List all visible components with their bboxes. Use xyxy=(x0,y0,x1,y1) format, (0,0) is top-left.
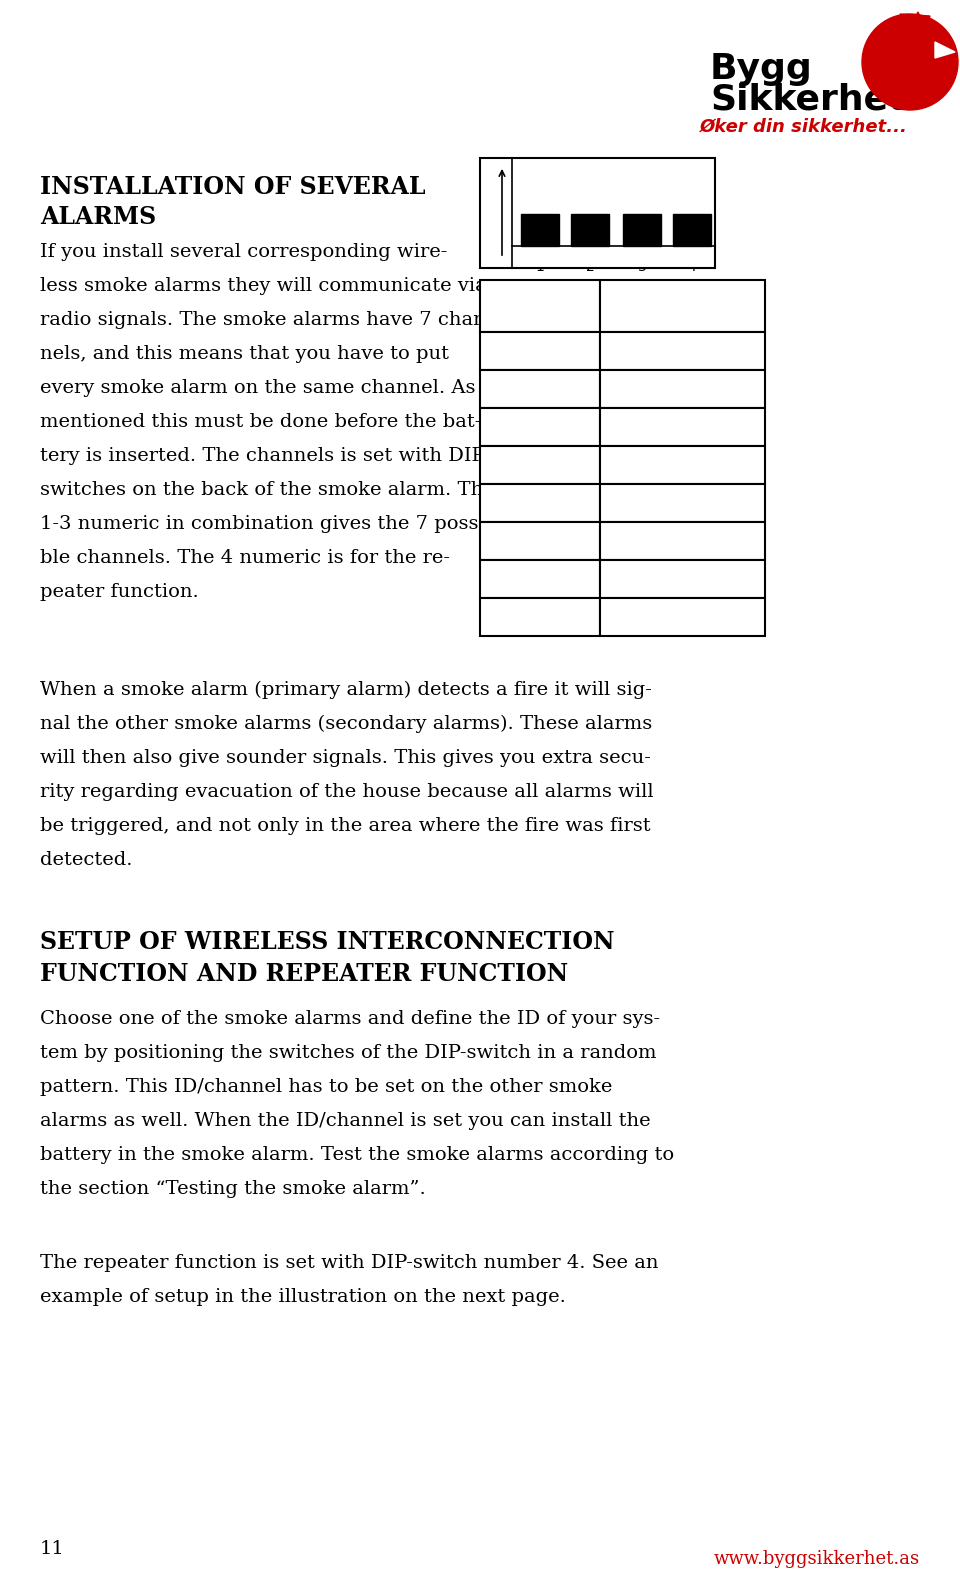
Text: 3: 3 xyxy=(677,456,688,474)
Text: 1: 1 xyxy=(536,260,544,274)
Text: INSTALLATION OF SEVERAL: INSTALLATION OF SEVERAL xyxy=(40,175,425,199)
Polygon shape xyxy=(935,41,955,57)
Text: 4: 4 xyxy=(687,260,696,274)
Text: 100: 100 xyxy=(524,494,556,512)
Text: be triggered, and not only in the area where the fire was first: be triggered, and not only in the area w… xyxy=(40,817,651,836)
Text: 110: 110 xyxy=(524,569,556,589)
Text: Øker din sikkerhet...: Øker din sikkerhet... xyxy=(700,118,908,136)
Bar xyxy=(480,408,600,447)
Bar xyxy=(480,332,600,370)
Text: the section “Testing the smoke alarm”.: the section “Testing the smoke alarm”. xyxy=(40,1180,425,1198)
Text: alarms as well. When the ID/channel is set you can install the: alarms as well. When the ID/channel is s… xyxy=(40,1112,651,1129)
Text: tem by positioning the switches of the DIP-switch in a random: tem by positioning the switches of the D… xyxy=(40,1045,657,1062)
Text: 1-3 numeric in combination gives the 7 possi-: 1-3 numeric in combination gives the 7 p… xyxy=(40,515,492,533)
Bar xyxy=(480,370,600,408)
Bar xyxy=(600,408,765,447)
Bar xyxy=(480,598,600,636)
Text: peater function.: peater function. xyxy=(40,584,199,601)
Bar xyxy=(600,281,765,332)
Text: detected.: detected. xyxy=(40,852,132,869)
Bar xyxy=(600,332,765,370)
Text: 101: 101 xyxy=(524,533,556,550)
Bar xyxy=(480,447,600,483)
Text: If you install several corresponding wire-: If you install several corresponding wir… xyxy=(40,242,447,262)
Text: 1: 1 xyxy=(490,167,498,182)
Text: Choose one of the smoke alarms and define the ID of your sys-: Choose one of the smoke alarms and defin… xyxy=(40,1010,660,1029)
Text: 4: 4 xyxy=(677,494,688,512)
Text: every smoke alarm on the same channel. As: every smoke alarm on the same channel. A… xyxy=(40,380,475,397)
Polygon shape xyxy=(900,13,930,29)
Bar xyxy=(600,370,765,408)
Text: battery in the smoke alarm. Test the smoke alarms according to: battery in the smoke alarm. Test the smo… xyxy=(40,1145,674,1164)
Text: will then also give sounder signals. This gives you extra secu-: will then also give sounder signals. Thi… xyxy=(40,750,651,767)
Text: 010: 010 xyxy=(524,418,556,435)
Text: 111: 111 xyxy=(524,608,556,625)
Circle shape xyxy=(862,14,958,110)
Text: 001: 001 xyxy=(524,380,556,399)
Bar xyxy=(623,214,661,246)
Text: 3: 3 xyxy=(637,260,646,274)
Text: nels, and this means that you have to put: nels, and this means that you have to pu… xyxy=(40,345,449,364)
Text: 11: 11 xyxy=(40,1541,64,1558)
Bar xyxy=(571,214,609,246)
Text: Common: Common xyxy=(642,341,723,360)
Text: tery is inserted. The channels is set with DIP: tery is inserted. The channels is set wi… xyxy=(40,447,485,466)
Bar xyxy=(673,214,711,246)
Bar xyxy=(600,447,765,483)
Text: pattern. This ID/channel has to be set on the other smoke: pattern. This ID/channel has to be set o… xyxy=(40,1078,612,1096)
Text: Bygg: Bygg xyxy=(710,53,813,86)
Text: 1~3: 1~3 xyxy=(521,297,559,314)
Bar xyxy=(480,560,600,598)
Text: ID/
Channel: ID/ Channel xyxy=(645,286,719,325)
Text: When a smoke alarm (primary alarm) detects a fire it will sig-: When a smoke alarm (primary alarm) detec… xyxy=(40,681,652,699)
Text: 011: 011 xyxy=(524,456,556,474)
Bar xyxy=(480,281,600,332)
Text: ON: ON xyxy=(535,171,559,185)
Bar xyxy=(600,522,765,560)
Bar xyxy=(600,598,765,636)
Text: SETUP OF WIRELESS INTERCONNECTION: SETUP OF WIRELESS INTERCONNECTION xyxy=(40,930,614,954)
Text: less smoke alarms they will communicate via: less smoke alarms they will communicate … xyxy=(40,278,487,295)
Text: 000: 000 xyxy=(524,341,556,360)
Text: 5: 5 xyxy=(677,533,688,550)
Text: 6: 6 xyxy=(677,569,688,589)
Text: www.byggsikkerhet.as: www.byggsikkerhet.as xyxy=(714,1550,920,1568)
Text: 7: 7 xyxy=(677,608,688,625)
Text: ALARMS: ALARMS xyxy=(40,206,156,230)
Bar xyxy=(600,483,765,522)
Text: rity regarding evacuation of the house because all alarms will: rity regarding evacuation of the house b… xyxy=(40,783,654,801)
Text: example of setup in the illustration on the next page.: example of setup in the illustration on … xyxy=(40,1289,565,1306)
Bar xyxy=(480,158,715,268)
Text: radio signals. The smoke alarms have 7 chan-: radio signals. The smoke alarms have 7 c… xyxy=(40,311,492,329)
Text: nal the other smoke alarms (secondary alarms). These alarms: nal the other smoke alarms (secondary al… xyxy=(40,715,652,734)
Text: switches on the back of the smoke alarm. The: switches on the back of the smoke alarm.… xyxy=(40,482,494,499)
Bar xyxy=(521,214,559,246)
Bar xyxy=(480,522,600,560)
Bar xyxy=(600,560,765,598)
Text: 1: 1 xyxy=(677,380,688,399)
Text: ble channels. The 4 numeric is for the re-: ble channels. The 4 numeric is for the r… xyxy=(40,549,450,566)
Text: mentioned this must be done before the bat-: mentioned this must be done before the b… xyxy=(40,413,481,431)
Text: 2: 2 xyxy=(677,418,688,435)
Text: 2: 2 xyxy=(586,260,594,274)
Text: Sikkerhet: Sikkerhet xyxy=(710,81,905,116)
Bar xyxy=(480,483,600,522)
Text: 0: 0 xyxy=(490,246,498,260)
Text: FUNCTION AND REPEATER FUNCTION: FUNCTION AND REPEATER FUNCTION xyxy=(40,962,568,986)
Text: The repeater function is set with DIP-switch number 4. See an: The repeater function is set with DIP-sw… xyxy=(40,1254,659,1271)
